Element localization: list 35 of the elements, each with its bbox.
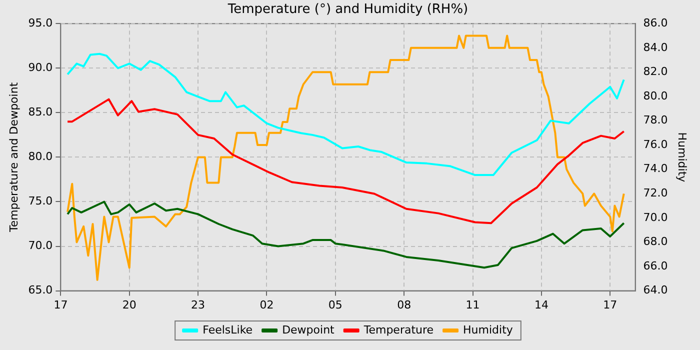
y2-tick-label: 82.0 bbox=[643, 65, 668, 78]
y2-tick-label: 76.0 bbox=[643, 138, 668, 151]
legend-label: Humidity bbox=[463, 323, 514, 336]
legend-label: Dewpoint bbox=[282, 323, 336, 336]
y2-tick-label: 64.0 bbox=[643, 284, 668, 297]
x-tick-label: 17 bbox=[603, 298, 618, 312]
x-tick-label: 14 bbox=[534, 298, 548, 312]
legend-label: Temperature bbox=[362, 323, 434, 336]
y-tick-label: 80.0 bbox=[28, 150, 53, 164]
x-tick-label: 08 bbox=[397, 298, 412, 312]
y-axis-title: Temperature and Dewpoint bbox=[7, 82, 20, 234]
x-tick-label: 02 bbox=[260, 298, 274, 312]
y2-tick-label: 84.0 bbox=[643, 40, 668, 54]
y-tick-label: 95.0 bbox=[28, 16, 53, 30]
y2-tick-label: 70.0 bbox=[643, 210, 668, 224]
x-tick-label: 23 bbox=[191, 298, 206, 312]
x-tick-label: 20 bbox=[122, 298, 136, 312]
y2-tick-label: 86.0 bbox=[643, 16, 668, 30]
x-tick-label: 05 bbox=[328, 298, 342, 312]
y2-tick-label: 80.0 bbox=[643, 89, 668, 102]
y2-tick-label: 66.0 bbox=[643, 259, 668, 272]
y-tick-label: 70.0 bbox=[28, 239, 53, 252]
x-tick-label: 11 bbox=[466, 298, 480, 312]
y-tick-label: 90.0 bbox=[28, 60, 53, 74]
x-tick-label: 17 bbox=[54, 298, 68, 312]
chart-title: Temperature (°) and Humidity (RH%) bbox=[226, 2, 468, 18]
y-tick-label: 75.0 bbox=[28, 194, 53, 208]
y2-tick-label: 68.0 bbox=[643, 235, 668, 248]
y2-tick-label: 74.0 bbox=[643, 162, 668, 176]
y2-tick-label: 72.0 bbox=[643, 186, 668, 200]
y2-tick-label: 78.0 bbox=[643, 114, 668, 127]
y-tick-label: 85.0 bbox=[28, 106, 53, 119]
y-tick-label: 65.0 bbox=[28, 284, 53, 297]
legend-label: FeelsLike bbox=[202, 323, 253, 336]
y2-axis-title: Humidity bbox=[676, 132, 689, 183]
